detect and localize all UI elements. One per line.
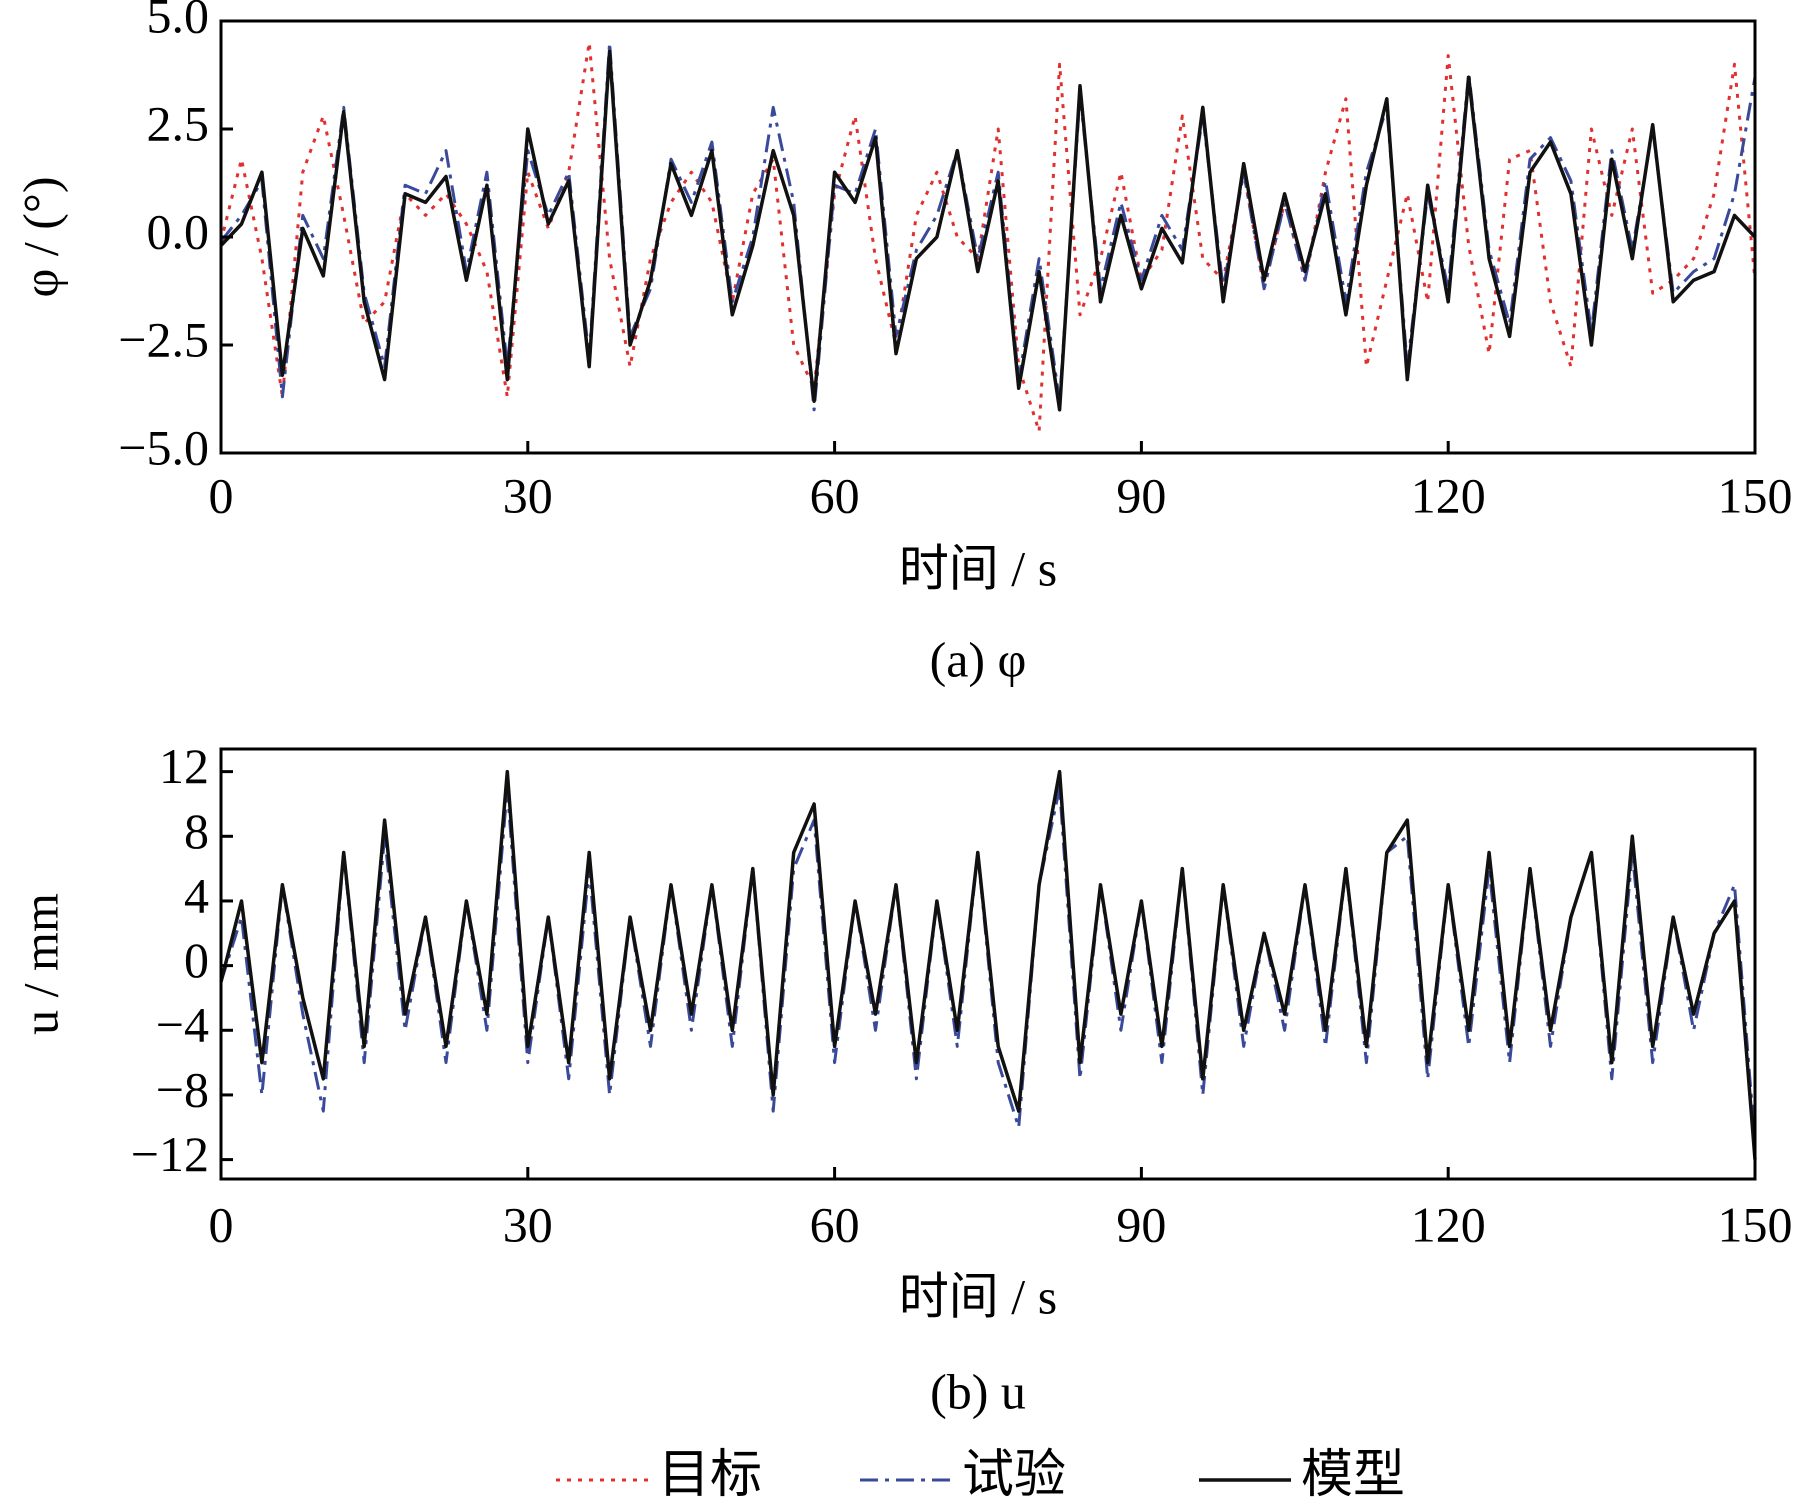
x-tick-label: 150	[1718, 467, 1793, 523]
series-line	[219, 49, 1757, 412]
caption: (a) φ	[930, 631, 1027, 687]
y-tick-label: 0.0	[147, 203, 210, 259]
y-tick-label: −12	[131, 1126, 209, 1182]
legend-label: 试验	[962, 1447, 1066, 1504]
x-tick-label: 90	[1116, 1196, 1166, 1252]
x-tick-label: 120	[1411, 1196, 1486, 1252]
y-tick-label: 2.5	[147, 95, 210, 151]
y-tick-label: 8	[184, 803, 209, 859]
y-axis-label: φ / (°)	[12, 176, 68, 297]
y-tick-label: −5.0	[118, 419, 209, 475]
x-tick-label: 30	[503, 467, 553, 523]
x-tick-label: 60	[810, 1196, 860, 1252]
y-tick-label: −4	[156, 997, 209, 1053]
series-line	[219, 41, 1757, 412]
y-tick-label: 4	[184, 867, 209, 923]
x-tick-label: 30	[503, 1196, 553, 1252]
series-line	[219, 41, 1757, 433]
caption: (b) u	[930, 1363, 1026, 1419]
x-tick-label: 90	[1116, 467, 1166, 523]
y-tick-label: 5.0	[147, 0, 210, 43]
x-tick-label: 0	[209, 1196, 234, 1252]
y-axis-label: u / mm	[12, 893, 68, 1035]
y-tick-label: 0	[184, 932, 209, 988]
plot-frame	[219, 19, 1757, 455]
x-tick-label: 150	[1718, 1196, 1793, 1252]
y-tick-label: −8	[156, 1061, 209, 1117]
plot-frame	[219, 747, 1757, 1181]
x-tick-label: 60	[810, 467, 860, 523]
x-tick-label: 0	[209, 467, 234, 523]
x-tick-label: 120	[1411, 467, 1486, 523]
y-tick-label: −2.5	[118, 311, 209, 367]
x-axis-label: 时间 / s	[899, 1268, 1057, 1324]
series-line	[219, 769, 1757, 1160]
legend-label: 目标	[658, 1447, 762, 1504]
y-tick-label: 12	[159, 738, 209, 794]
x-axis-label: 时间 / s	[899, 540, 1057, 596]
legend-label: 模型	[1301, 1447, 1405, 1504]
